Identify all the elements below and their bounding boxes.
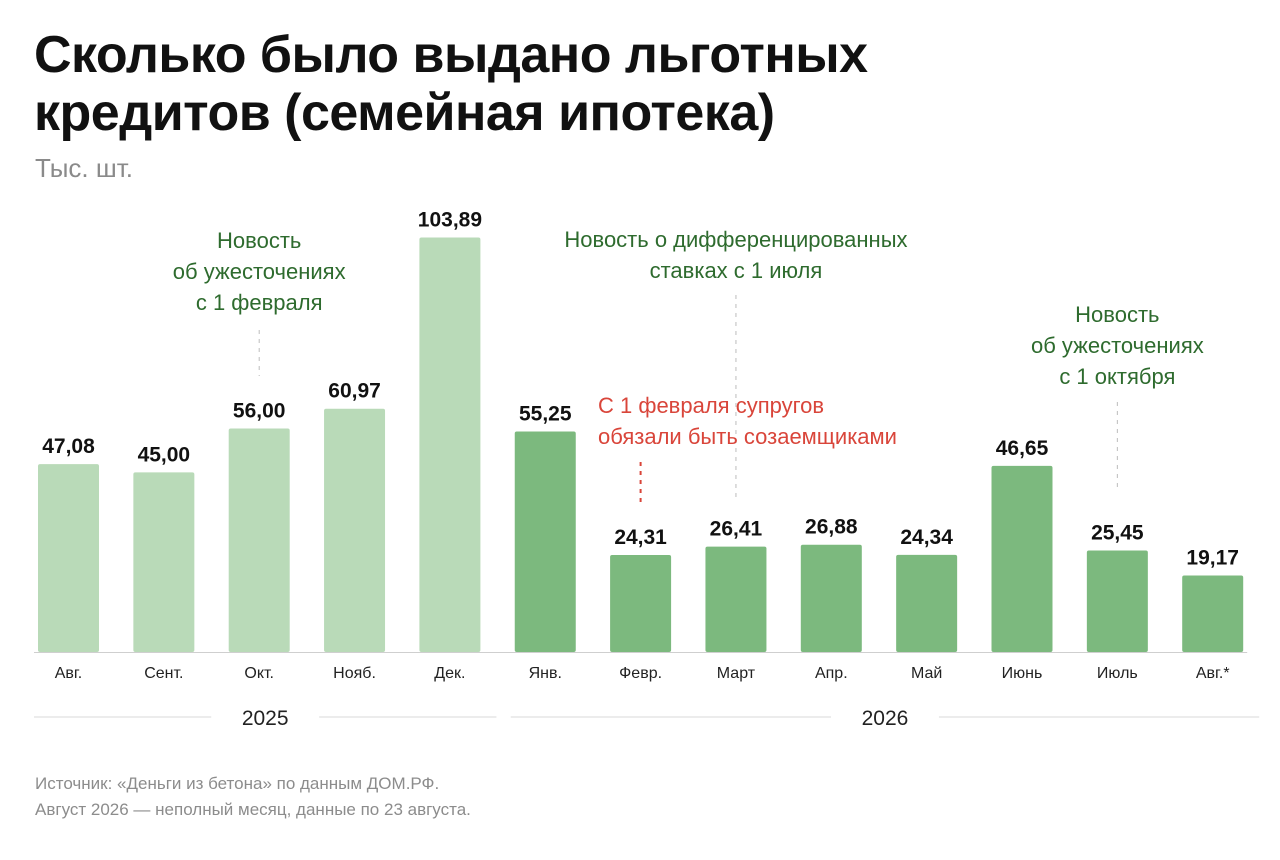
category-label: Март: [717, 665, 756, 682]
year-group-label: 2025: [242, 707, 289, 730]
bar-value-label: 47,08: [42, 435, 95, 458]
bar: [610, 554, 672, 652]
annotation-text: Новость: [1075, 302, 1159, 327]
category-label: Дек.: [434, 665, 465, 682]
category-label: Авг.*: [1196, 665, 1230, 682]
annotation-text: С 1 февраля супругов: [598, 393, 824, 418]
bar-value-label: 56,00: [233, 400, 286, 423]
bar: [324, 408, 386, 652]
category-label: Авг.: [55, 665, 83, 682]
category-label: Янв.: [529, 665, 562, 682]
bar-value-label: 46,65: [996, 437, 1049, 460]
source-note: Источник: «Деньги из бетона» по данным Д…: [35, 771, 471, 823]
category-label: Нояб.: [333, 665, 376, 682]
bar-chart: 47,08 Авг. 45,00 Сент. 56,00 Окт. 60,97 Нояб. 10…: [34, 208, 1260, 730]
annotation-text: ставках с 1 июля: [650, 258, 823, 283]
bar-value-label: 25,45: [1091, 521, 1144, 544]
chart-title: Сколько было выдано льготных кредитов (с…: [34, 26, 1134, 142]
category-label: Май: [911, 665, 942, 682]
source-line-2: Август 2026 — неполный месяц, данные по …: [35, 800, 471, 819]
annotation-text: Новость о дифференцированных: [564, 227, 907, 252]
bar: [514, 431, 576, 652]
category-label: Июль: [1097, 665, 1138, 682]
annotation-text: об ужесточениях: [173, 259, 346, 284]
bar: [1182, 575, 1244, 652]
chart-title-line-2: кредитов (семейная ипотека): [34, 84, 775, 142]
category-label: Июнь: [1002, 665, 1043, 682]
annotation-text: с 1 февраля: [196, 290, 323, 315]
annotation-text: об ужесточениях: [1031, 333, 1204, 358]
bar: [800, 544, 862, 652]
bar: [896, 554, 958, 652]
chart-title-line-1: Сколько было выдано льготных: [34, 26, 868, 84]
annotation-text: Новость: [217, 228, 301, 253]
bar-value-label: 26,88: [805, 516, 858, 539]
category-label: Окт.: [244, 665, 274, 682]
bar: [1086, 550, 1148, 652]
bar-value-label: 55,25: [519, 403, 572, 426]
annotation-text: с 1 октября: [1059, 364, 1175, 389]
category-label: Февр.: [619, 665, 662, 682]
category-label: Апр.: [815, 665, 848, 682]
bar: [133, 472, 195, 652]
bar-value-label: 60,97: [328, 380, 381, 403]
bar: [38, 464, 99, 652]
unit-label: Тыс. шт.: [35, 153, 133, 183]
bar-value-label: 24,31: [614, 526, 667, 549]
bar-value-label: 103,89: [418, 208, 482, 231]
bar: [991, 465, 1053, 652]
bar: [705, 546, 767, 652]
year-group-label: 2026: [862, 707, 909, 730]
bar: [228, 428, 290, 652]
bar-value-label: 24,34: [900, 526, 953, 549]
source-line-1: Источник: «Деньги из бетона» по данным Д…: [35, 774, 440, 793]
category-label: Сент.: [144, 665, 183, 682]
annotation-text: обязали быть созаемщиками: [598, 424, 897, 449]
bar-value-label: 19,17: [1186, 547, 1239, 570]
bar-value-label: 26,41: [710, 518, 763, 541]
bar-value-label: 45,00: [138, 443, 191, 466]
bar: [419, 237, 481, 652]
